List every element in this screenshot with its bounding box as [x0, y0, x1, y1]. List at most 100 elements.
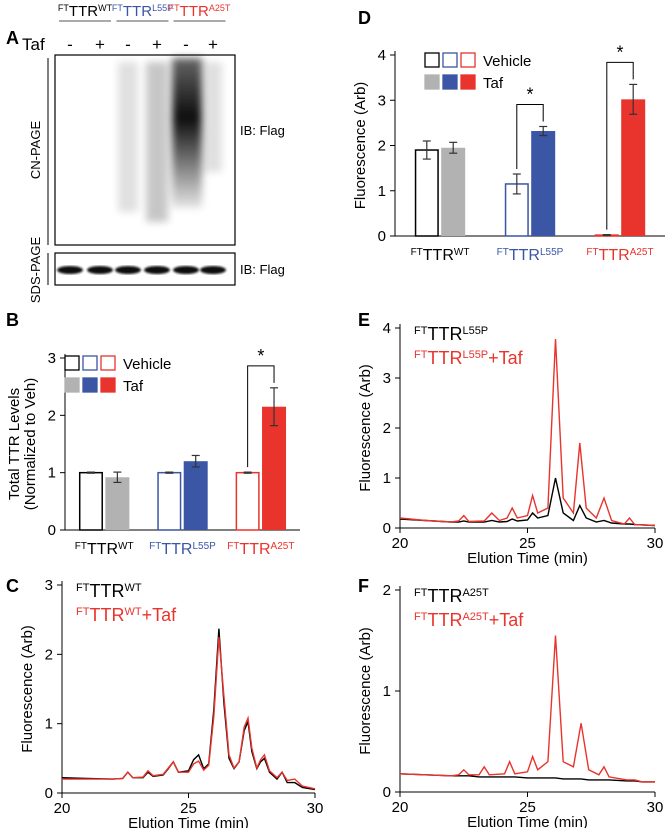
- legend-swatch: [64, 355, 80, 371]
- x-tick-label-part: A25T: [271, 541, 295, 552]
- x-tick-label-part: FT: [411, 247, 423, 258]
- x-tick-label: 25: [519, 535, 536, 552]
- legend-label-part: TTR: [427, 324, 462, 344]
- panel-label: D: [358, 8, 371, 28]
- x-tick-label: FTTTRWT: [411, 247, 470, 265]
- line: [399, 773, 655, 783]
- legend-label-part: A25T: [462, 587, 489, 599]
- legend-swatch: [100, 377, 116, 393]
- group-label: FTTTRA25T: [169, 3, 231, 20]
- y-tick-label: 4: [378, 47, 386, 64]
- band: [87, 266, 113, 274]
- y-tick-label: 3: [378, 92, 386, 109]
- x-tick-label: 25: [180, 800, 197, 817]
- legend-label-part: TTR: [89, 605, 124, 625]
- legend-label-part: TTR: [89, 581, 124, 601]
- legend-swatch: [64, 377, 80, 393]
- y-tick-label: 0: [383, 520, 391, 537]
- legend-swatch: [100, 355, 116, 371]
- treatment-label: Taf: [22, 35, 45, 54]
- band: [57, 266, 83, 274]
- x-tick-label: 20: [392, 535, 409, 552]
- lane-label: +: [95, 35, 105, 54]
- band: [144, 266, 170, 274]
- smear: [172, 58, 202, 208]
- x-tick-label-part: FT: [227, 541, 239, 552]
- line: [399, 635, 655, 783]
- y-tick-label: 0: [383, 784, 391, 801]
- legend-label-part: FT: [76, 582, 90, 594]
- probe-label: IB: Flag: [240, 123, 285, 138]
- gel-label: SDS-PAGE: [28, 237, 43, 304]
- legend-label-part: TTR: [427, 348, 462, 368]
- x-tick-label: 20: [392, 799, 409, 816]
- y-axis-label: Fluorescence (Arb): [19, 625, 36, 753]
- legend-swatch: [424, 74, 440, 90]
- legend-label-part: FT: [414, 611, 428, 623]
- legend-label-part: TTR: [427, 586, 462, 606]
- x-axis-label: Elution Time (min): [128, 815, 249, 828]
- x-axis-label: Elution Time (min): [467, 814, 588, 828]
- legend-label: Taf: [483, 75, 504, 92]
- legend-label: Vehicle: [483, 53, 531, 70]
- x-tick-label-part: TTR: [161, 541, 192, 558]
- legend-swatch: [442, 52, 458, 68]
- significance-label: *: [616, 42, 623, 62]
- bar: [621, 99, 646, 236]
- y-axis-label: (Normalized to Veh): [22, 378, 39, 511]
- y-axis-label: Total TTR Levels: [6, 388, 23, 500]
- smear: [204, 62, 222, 172]
- significance-bracket: [606, 61, 634, 230]
- y-tick-label: 3: [48, 350, 56, 367]
- bar: [441, 147, 466, 236]
- x-tick-label-part: TTR: [87, 541, 118, 558]
- significance-label: *: [257, 346, 264, 366]
- smear: [146, 62, 168, 222]
- probe-label: IB: Flag: [240, 262, 285, 277]
- legend-label-part: L55P: [462, 325, 488, 337]
- y-axis-label: Fluorescence (Arb): [352, 82, 369, 210]
- lane-label: -: [183, 35, 189, 54]
- y-tick-label: 1: [378, 183, 386, 200]
- x-tick-label-part: WT: [118, 541, 134, 552]
- x-tick-label-part: FT: [75, 541, 87, 552]
- y-tick-label: 0: [45, 785, 53, 802]
- panel-label: B: [6, 310, 19, 330]
- x-tick-label-part: FT: [149, 541, 161, 552]
- legend-label-part: WT: [124, 582, 141, 594]
- y-tick-label: 2: [383, 582, 391, 599]
- legend-label-part: +Taf: [142, 605, 178, 625]
- bar: [235, 471, 260, 531]
- legend-label-part: FT: [76, 606, 90, 618]
- bar: [414, 149, 439, 237]
- legend-swatch: [460, 52, 476, 68]
- legend-label-part: WT: [124, 606, 141, 618]
- group-label-part: TTR: [180, 3, 209, 20]
- y-axis-label: Fluorescence (Arb): [357, 364, 374, 492]
- legend-label: FTTTRA25T+Taf: [414, 610, 524, 630]
- x-tick-label: FTTTRA25T: [586, 247, 653, 265]
- panel-label: A: [6, 28, 19, 48]
- bar: [531, 131, 556, 236]
- legend-label-part: TTR: [427, 610, 462, 630]
- x-tick-label: 25: [519, 799, 536, 816]
- x-tick-label: 30: [647, 799, 664, 816]
- x-tick-label-part: FT: [497, 247, 509, 258]
- legend-label-part: FT: [414, 349, 428, 361]
- x-tick-label: FTTTRL55P: [497, 247, 564, 265]
- panel-label: C: [6, 576, 19, 596]
- bar: [78, 471, 103, 531]
- x-tick-label-part: TTR: [599, 247, 630, 264]
- legend-label: FTTTRL55P+Taf: [414, 348, 524, 368]
- legend-label: FTTTRWT+Taf: [76, 605, 177, 625]
- y-tick-label: 4: [383, 320, 391, 337]
- x-tick-label: 30: [647, 535, 664, 552]
- y-tick-label: 1: [383, 683, 391, 700]
- legend-label-part: +Taf: [488, 348, 524, 368]
- bar: [183, 461, 208, 530]
- legend-swatch: [424, 52, 440, 68]
- bar: [262, 406, 287, 530]
- line: [399, 338, 656, 527]
- x-axis-label: Elution Time (min): [467, 550, 588, 567]
